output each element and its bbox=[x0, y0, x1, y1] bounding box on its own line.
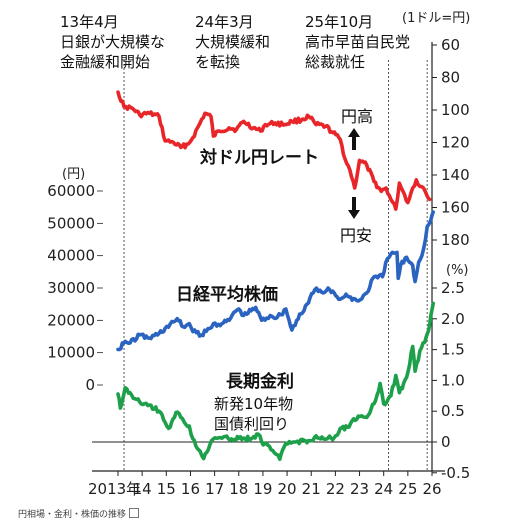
annotation-line: 金融緩和開始 bbox=[60, 53, 150, 71]
jgb-series-label: 長期金利 bbox=[226, 371, 294, 392]
jgb-tick-label: 2.5 bbox=[441, 279, 465, 297]
usdjpy-tick-label: 140 bbox=[441, 166, 470, 184]
x-tick-label: 23 bbox=[350, 480, 369, 498]
usdjpy-tick-label: 160 bbox=[441, 199, 470, 217]
x-tick-label: 17 bbox=[205, 480, 224, 498]
jgb-tick-label: 0.5 bbox=[441, 402, 465, 420]
yen-weak-label: 円安 bbox=[340, 226, 372, 245]
chart-caption: 円相場・金利・株価の推移 bbox=[18, 507, 140, 520]
axes: (1ドル=円)6080100120140160180(円)01000020000… bbox=[47, 11, 470, 498]
usdjpy-tick-label: 180 bbox=[441, 231, 470, 249]
jgb-line bbox=[116, 301, 435, 461]
arrow-up-icon bbox=[348, 128, 360, 150]
usdjpy-line bbox=[116, 90, 432, 211]
annotation-line: 24年3月 bbox=[195, 13, 254, 31]
nikkei-tick-label: 40000 bbox=[47, 247, 95, 265]
annotation-line: 総裁就任 bbox=[305, 53, 365, 71]
nikkei-tick-label: 50000 bbox=[47, 214, 95, 232]
jgb-tick-label: 1.0 bbox=[441, 371, 465, 389]
event-guides bbox=[123, 60, 428, 471]
image-icon bbox=[129, 508, 140, 518]
jgb-unit-label: (%) bbox=[446, 263, 469, 278]
nikkei-line bbox=[116, 210, 435, 352]
series-lines bbox=[116, 90, 435, 461]
x-tick-label: 15 bbox=[157, 480, 176, 498]
x-tick-label: 21 bbox=[302, 480, 321, 498]
nikkei-tick-label: 10000 bbox=[47, 344, 95, 362]
jgb-tick-label: 0 bbox=[441, 433, 451, 451]
x-tick-label: 20 bbox=[278, 480, 297, 498]
jgb-sub-label: 新発10年物 bbox=[214, 395, 293, 413]
x-tick-label: 25 bbox=[398, 480, 417, 498]
nikkei-series-label: 日経平均株価 bbox=[176, 284, 278, 305]
jgb-tick-label: 1.5 bbox=[441, 341, 465, 359]
usdjpy-unit-label: (1ドル=円) bbox=[402, 11, 470, 26]
usdjpy-tick-label: 80 bbox=[441, 69, 460, 87]
x-tick-label: 14 bbox=[133, 480, 152, 498]
x-tick-label: 16 bbox=[181, 480, 200, 498]
nikkei-tick-label: 30000 bbox=[47, 279, 95, 297]
yen-strong-label: 円高 bbox=[341, 107, 373, 126]
x-tick-label: 19 bbox=[253, 480, 272, 498]
usdjpy-tick-label: 60 bbox=[441, 36, 460, 54]
jgb-tick-label: 2.0 bbox=[441, 310, 465, 328]
nikkei-tick-label: 60000 bbox=[47, 182, 95, 200]
annotation-line: 大規模緩和 bbox=[195, 33, 270, 51]
annotation-line: 13年4月 bbox=[60, 13, 119, 31]
usdjpy-series-label: 対ドル円レート bbox=[199, 147, 319, 168]
annotation-line: 高市早苗自民党 bbox=[305, 33, 410, 51]
caption-text: 円相場・金利・株価の推移 bbox=[18, 510, 127, 520]
jgb-tick-label: -0.5 bbox=[441, 464, 470, 482]
x-tick-label: 22 bbox=[326, 480, 345, 498]
annotation-line: 25年10月 bbox=[305, 13, 373, 31]
x-tick-label: 24 bbox=[374, 480, 393, 498]
x-tick-label: 2013年 bbox=[88, 480, 141, 498]
usdjpy-tick-label: 120 bbox=[441, 134, 470, 152]
nikkei-tick-label: 20000 bbox=[47, 311, 95, 329]
x-tick-label: 26 bbox=[422, 480, 441, 498]
annotation-line: を転換 bbox=[195, 53, 240, 71]
jgb-sub-label: 国債利回り bbox=[214, 415, 289, 433]
nikkei-tick-label: 0 bbox=[85, 376, 95, 394]
annotation-line: 日銀が大規模な bbox=[60, 33, 165, 51]
usdjpy-tick-label: 100 bbox=[441, 101, 470, 119]
nikkei-unit-label: (円) bbox=[62, 167, 85, 182]
x-tick-label: 18 bbox=[229, 480, 248, 498]
arrow-down-icon bbox=[348, 197, 360, 219]
